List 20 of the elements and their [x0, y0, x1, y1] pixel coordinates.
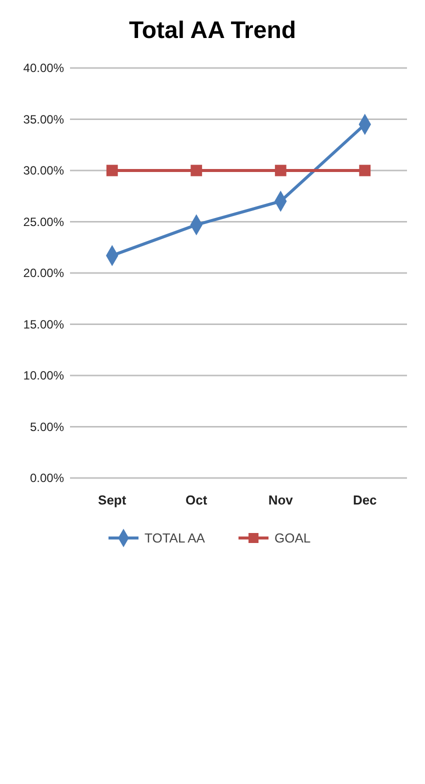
y-tick-label: 30.00% — [23, 164, 64, 178]
y-tick-label: 5.00% — [30, 420, 64, 434]
x-tick-label: Oct — [186, 492, 208, 508]
point — [274, 164, 286, 176]
x-tick-label: Sept — [98, 492, 127, 508]
legend-label: TOTAL AA — [144, 530, 206, 546]
y-tick-label: 35.00% — [23, 112, 64, 126]
point — [106, 164, 118, 176]
x-tick-label: Nov — [268, 492, 294, 508]
point — [359, 164, 371, 176]
chart-title: Total AA Trend — [128, 17, 296, 44]
point — [190, 164, 202, 176]
y-tick-label: 25.00% — [23, 214, 64, 229]
x-tick-label: Dec — [352, 492, 377, 508]
y-tick-label: 40.00% — [23, 61, 64, 76]
y-tick-label: 0.00% — [30, 471, 64, 486]
legend-label: GOAL — [274, 530, 311, 546]
y-tick-label: 15.00% — [23, 317, 64, 332]
y-tick-label: 20.00% — [23, 266, 64, 280]
y-tick-label: 10.00% — [23, 368, 64, 383]
